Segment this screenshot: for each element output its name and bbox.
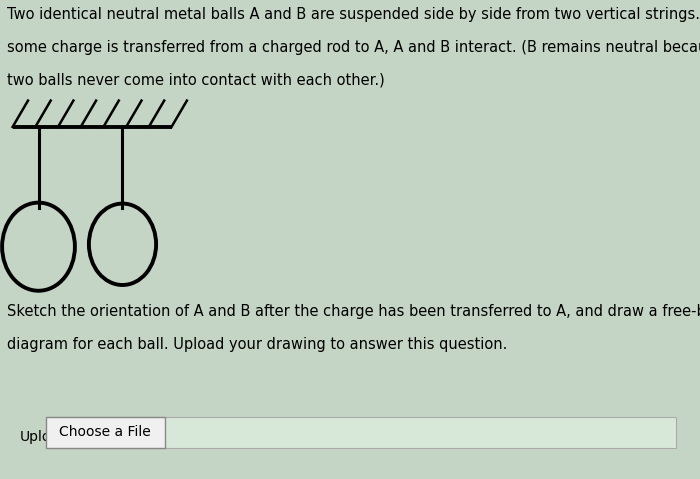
Text: some charge is transferred from a charged rod to A, A and B interact. (B remains: some charge is transferred from a charge… xyxy=(7,40,700,55)
Text: Upload: Upload xyxy=(20,430,69,444)
FancyBboxPatch shape xyxy=(46,417,164,448)
Text: two balls never come into contact with each other.): two balls never come into contact with e… xyxy=(7,72,385,87)
Text: Choose a File: Choose a File xyxy=(59,425,151,439)
Text: diagram for each ball. Upload your drawing to answer this question.: diagram for each ball. Upload your drawi… xyxy=(7,337,508,352)
Text: Sketch the orientation of A and B after the charge has been transferred to A, an: Sketch the orientation of A and B after … xyxy=(7,304,700,319)
FancyBboxPatch shape xyxy=(46,417,675,448)
Text: Two identical neutral metal balls A and B are suspended side by side from two ve: Two identical neutral metal balls A and … xyxy=(7,7,700,22)
